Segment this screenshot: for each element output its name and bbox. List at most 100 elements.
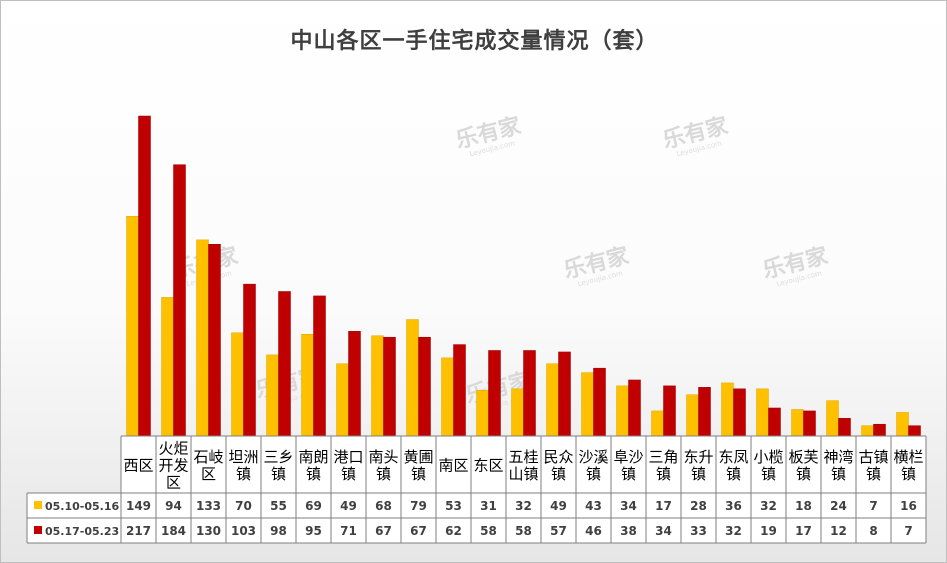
data-label-series-2: 19 (760, 524, 777, 538)
bar-series-2 (698, 387, 711, 437)
data-label-series-1: 49 (550, 499, 567, 513)
data-label-series-1: 53 (445, 499, 462, 513)
tick-label: 山镇 (508, 465, 538, 483)
data-label-series-1: 17 (655, 499, 672, 513)
data-label-series-2: 33 (690, 524, 707, 538)
data-label-series-1: 7 (869, 499, 877, 513)
bar-series-1 (896, 412, 909, 437)
bar-series-1 (161, 297, 174, 437)
data-label-series-1: 32 (760, 499, 777, 513)
tick-label: 开发 (158, 457, 188, 475)
bar-series-1 (686, 394, 699, 437)
bar-series-2 (348, 331, 361, 437)
tick-label: 东凤 (718, 448, 748, 466)
bar-series-2 (313, 295, 326, 437)
bar-series-2 (628, 379, 641, 437)
data-label-series-1: 18 (795, 499, 812, 513)
tick-label: 板芙 (788, 448, 818, 466)
bar-series-2 (208, 244, 221, 437)
data-label-series-1: 70 (235, 499, 252, 513)
bar-series-1 (826, 400, 839, 437)
data-label-series-1: 28 (690, 499, 707, 513)
legend-label-series-1: 05.10-05.16 (45, 500, 119, 513)
bar-series-2 (803, 410, 816, 437)
data-label-series-1: 24 (830, 499, 847, 513)
bar-series-2 (908, 425, 921, 437)
bar-series-2 (243, 283, 256, 437)
bar-series-1 (721, 382, 734, 437)
bar-series-2 (383, 336, 396, 437)
data-label-series-1: 149 (126, 499, 151, 513)
data-label-series-2: 17 (795, 524, 812, 538)
bar-series-1 (441, 357, 454, 437)
data-label-series-1: 68 (375, 499, 392, 513)
legend-key-series-1 (34, 501, 42, 509)
data-label-series-2: 98 (270, 524, 287, 538)
tick-label: 黄圃 (403, 448, 433, 466)
bar-series-1 (126, 216, 139, 437)
bar-series-1 (266, 354, 279, 437)
tick-label: 沙溪 (578, 448, 608, 466)
tick-label: 神湾 (823, 448, 853, 466)
tick-label: 镇 (341, 465, 356, 483)
data-label-series-1: 36 (725, 499, 742, 513)
tick-label: 石岐 (193, 448, 223, 466)
tick-label: 镇 (691, 465, 706, 483)
data-label-series-1: 31 (480, 499, 497, 513)
bar-series-2 (173, 164, 186, 437)
tick-label: 镇 (761, 465, 776, 483)
data-label-series-2: 8 (869, 524, 877, 538)
bar-series-1 (196, 239, 209, 437)
tick-label: 东区 (473, 457, 503, 475)
bar-series-1 (546, 363, 559, 437)
tick-label: 古镇 (858, 448, 888, 466)
tick-label: 民众 (543, 448, 573, 466)
tick-label: 三角 (648, 448, 678, 466)
bar-series-2 (453, 344, 466, 437)
tick-label: 镇 (866, 465, 881, 483)
data-label-series-1: 49 (340, 499, 357, 513)
tick-label: 镇 (376, 465, 391, 483)
tick-label: 港口 (333, 448, 363, 466)
tick-label: 镇 (901, 465, 916, 483)
data-label-series-1: 94 (165, 499, 182, 513)
data-label-series-1: 16 (900, 499, 917, 513)
data-label-series-1: 34 (620, 499, 637, 513)
data-label-series-2: 103 (231, 524, 256, 538)
tick-label: 镇 (271, 465, 286, 483)
bar-series-1 (301, 333, 314, 437)
data-label-series-2: 58 (480, 524, 497, 538)
legend-label-series-2: 05.17-05.23 (45, 525, 119, 538)
data-label-series-2: 67 (375, 524, 392, 538)
bar-series-2 (523, 350, 536, 437)
legend-key-series-2 (34, 526, 42, 534)
tick-label: 镇 (621, 465, 636, 483)
tick-label: 东升 (683, 448, 713, 466)
tick-label: 南朗 (298, 448, 328, 466)
data-label-series-1: 43 (585, 499, 602, 513)
tick-label: 镇 (831, 465, 846, 483)
data-label-series-1: 133 (196, 499, 221, 513)
bar-series-2 (418, 336, 431, 437)
bar-series-1 (861, 425, 874, 437)
tick-label: 镇 (306, 465, 321, 483)
bar-series-1 (231, 332, 244, 437)
bar-series-1 (651, 410, 664, 437)
data-label-series-2: 130 (196, 524, 221, 538)
bar-series-1 (756, 388, 769, 437)
bar-series-2 (838, 418, 851, 437)
tick-label: 坦洲 (228, 448, 258, 466)
tick-label: 区 (166, 474, 181, 492)
tick-label: 镇 (726, 465, 741, 483)
bar-series-1 (476, 390, 489, 437)
data-label-series-2: 58 (515, 524, 532, 538)
bar-series-1 (336, 363, 349, 437)
tick-label: 横栏 (893, 448, 923, 466)
tick-label: 三乡 (263, 448, 293, 466)
data-label-series-2: 217 (126, 524, 151, 538)
tick-label: 西区 (123, 457, 153, 475)
tick-label: 南头 (368, 448, 398, 466)
bar-series-1 (371, 335, 384, 437)
